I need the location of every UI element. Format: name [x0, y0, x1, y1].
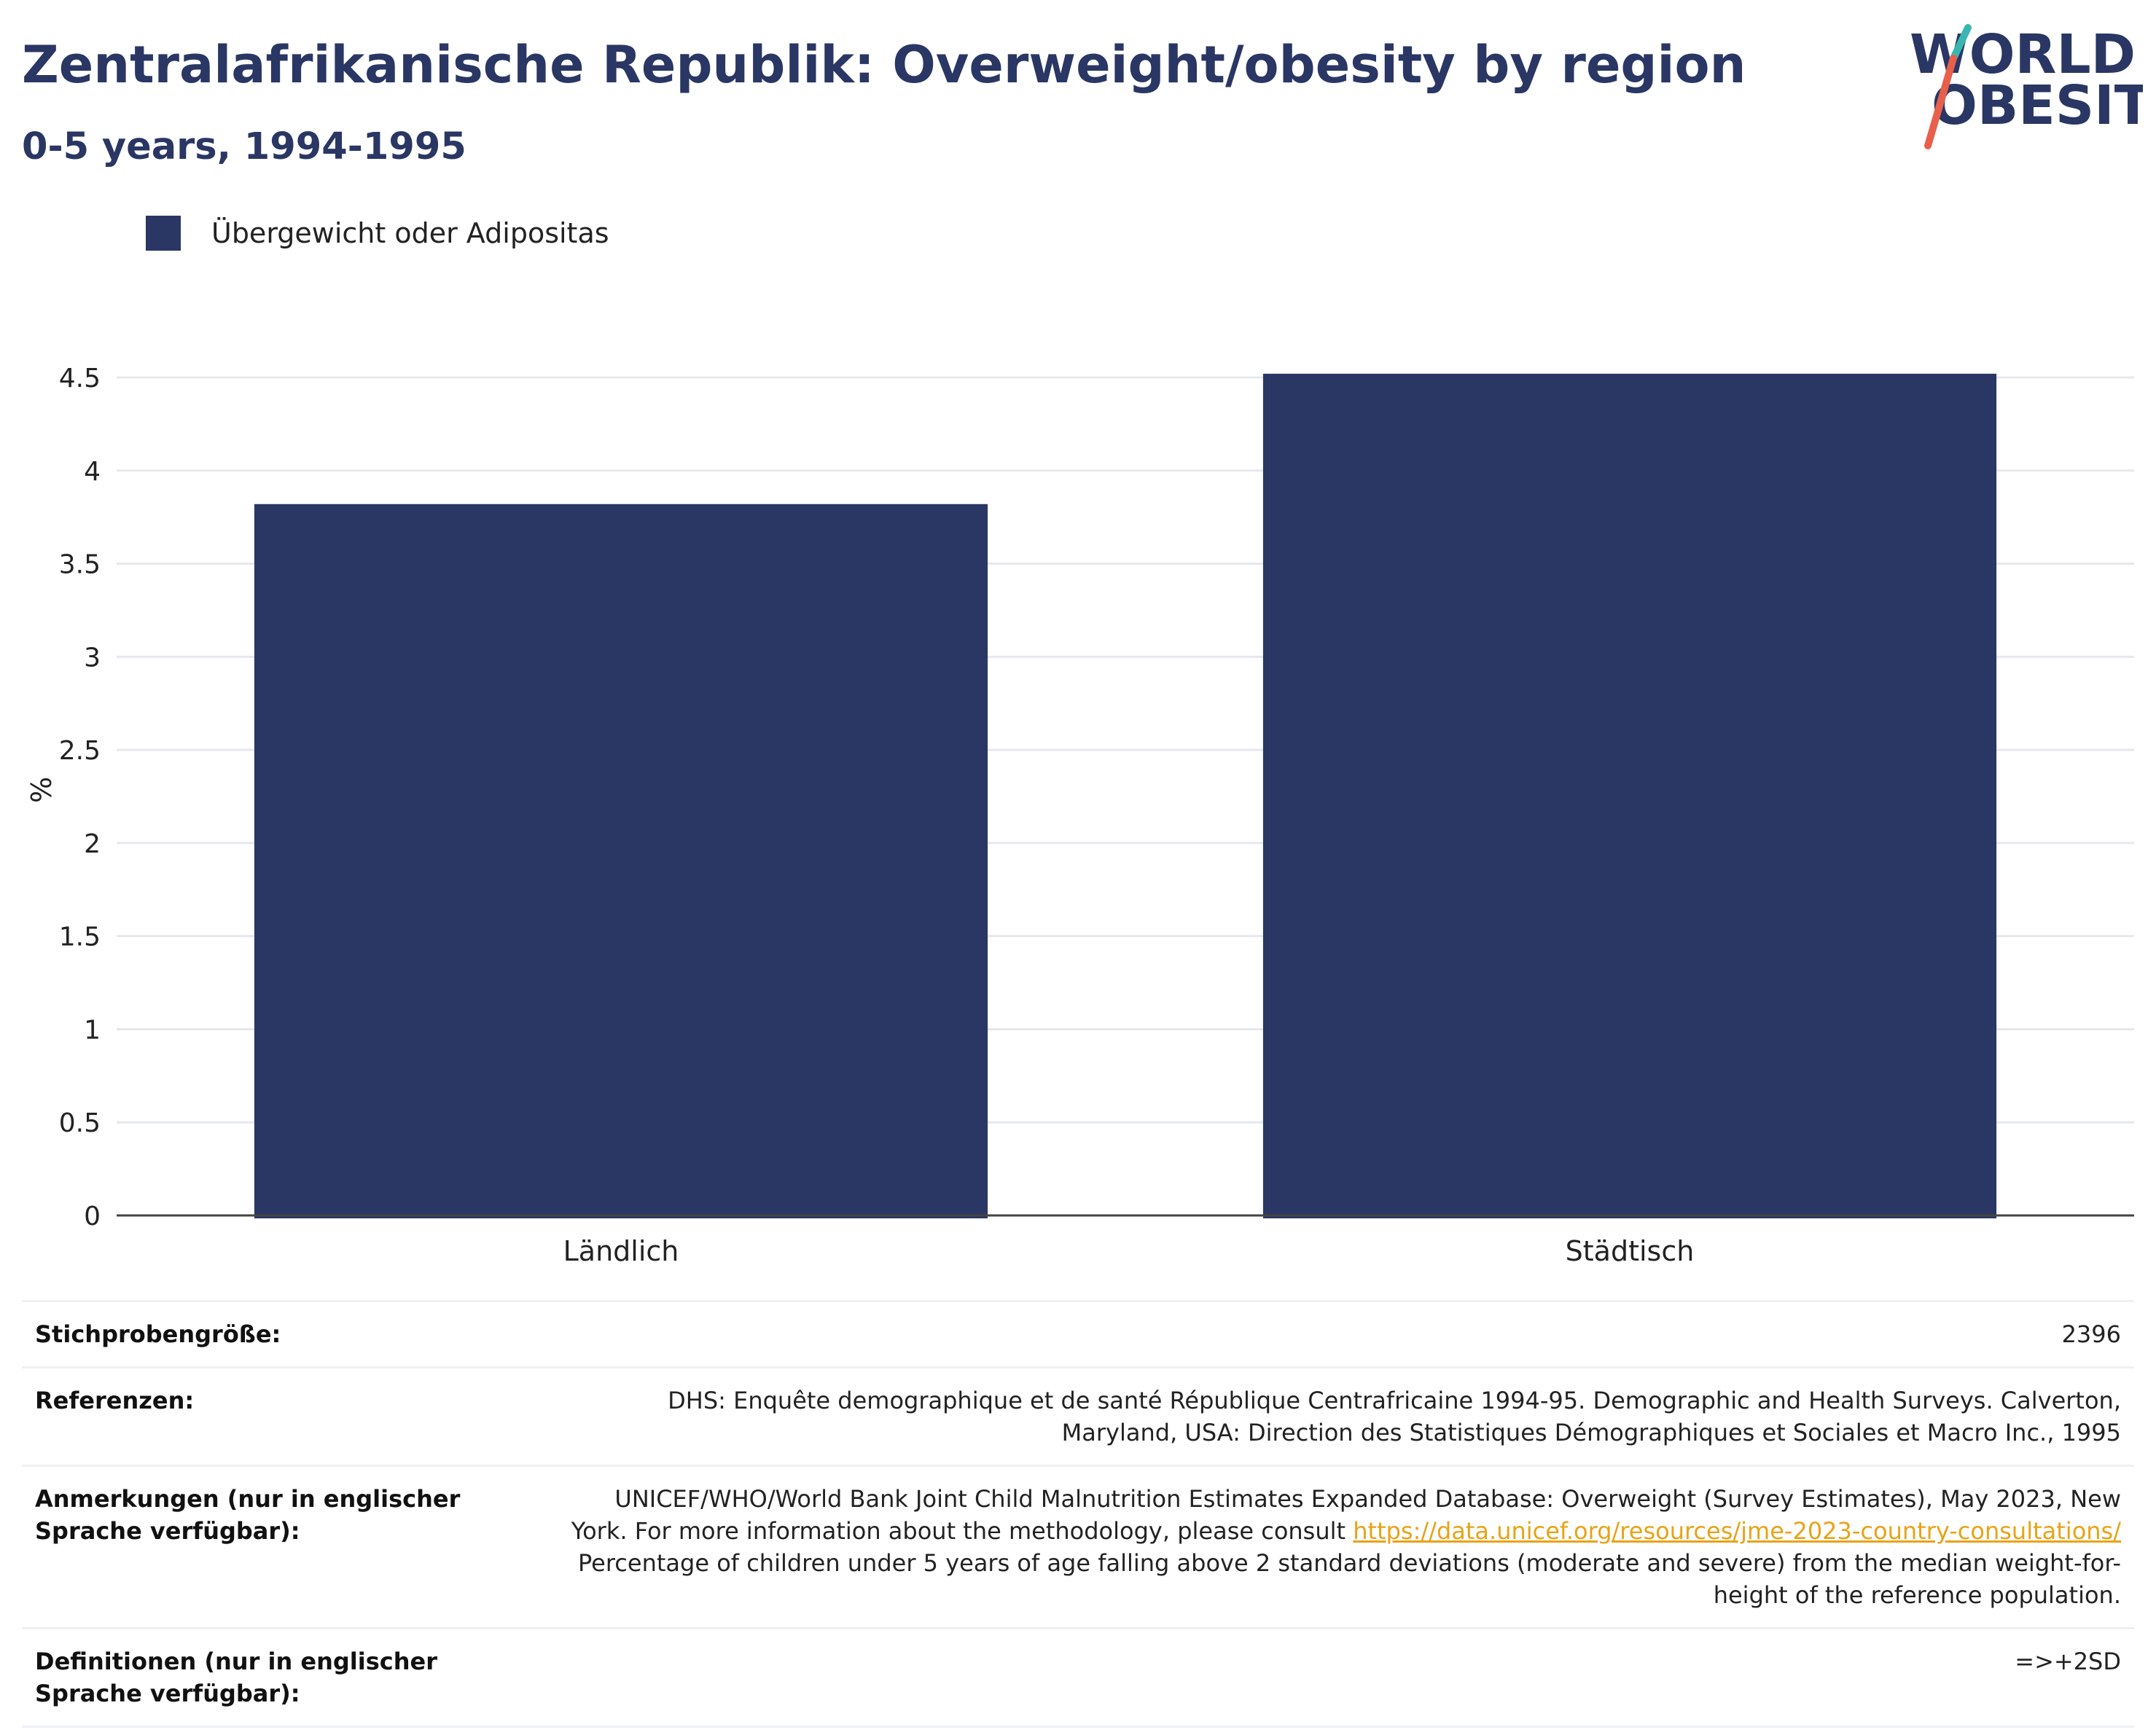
y-tick-label: 2 [84, 829, 101, 859]
y-tick-label: 1 [84, 1015, 101, 1045]
meta-row-notes: Anmerkungen (nur in englischer Sprache v… [22, 1465, 2134, 1627]
legend[interactable]: Übergewicht oder Adipositas [146, 216, 609, 251]
chart-subtitle: 0-5 years, 1994-1995 [22, 125, 466, 168]
logo-slash-top [1950, 24, 1972, 62]
sample-size-label: Stichprobengröße: [35, 1320, 281, 1348]
bar [254, 504, 988, 1218]
notes-value: UNICEF/WHO/World Bank Joint Child Malnut… [554, 1483, 2121, 1611]
definitions-value: =>+2SD [2015, 1648, 2121, 1675]
world-obesity-logo: WORLD OBESITY [1910, 23, 2143, 149]
notes-text-before: UNICEF/WHO/World Bank Joint Child Malnut… [571, 1485, 2121, 1545]
logo-slash-bottom [1924, 55, 1957, 149]
legend-label: Übergewicht oder Adipositas [211, 217, 609, 249]
definitions-label: Definitionen (nur in englischer Sprache … [35, 1648, 437, 1707]
meta-row-references: Referenzen: DHS: Enquête demographique e… [22, 1366, 2134, 1465]
legend-swatch [146, 216, 181, 251]
y-tick-label: 0 [84, 1202, 101, 1231]
y-tick-label: 4.5 [59, 364, 101, 393]
x-tick-label: Ländlich [563, 1235, 679, 1267]
y-tick-label: 0.5 [59, 1108, 101, 1138]
references-value: DHS: Enquête demographique et de santé R… [668, 1387, 2121, 1446]
meta-row-sample-size: Stichprobengröße: 2396 [22, 1300, 2134, 1366]
y-axis-label: % [26, 777, 58, 803]
notes-link[interactable]: https://data.unicef.org/resources/jme-20… [1353, 1517, 2121, 1545]
meta-row-definitions: Definitionen (nur in englischer Sprache … [22, 1627, 2134, 1728]
metadata-table: Stichprobengröße: 2396 Referenzen: DHS: … [22, 1300, 2134, 1728]
chart-title: Zentralafrikanische Republik: Overweight… [22, 35, 1746, 95]
y-tick-label: 2.5 [59, 736, 101, 766]
notes-text-after: Percentage of children under 5 years of … [578, 1549, 2121, 1609]
logo-text-obesity: OBESITY [1932, 74, 2143, 137]
x-tick-label: Städtisch [1566, 1235, 1695, 1267]
y-tick-label: 3 [84, 643, 101, 673]
y-tick-label: 1.5 [59, 923, 101, 952]
bar-chart: 0 0.5 1 1.5 2 2.5 3 3.5 4 4.5 Ländlich Städtisch% [26, 364, 2134, 1267]
notes-label: Anmerkungen (nur in englischer Sprache v… [35, 1485, 461, 1545]
sample-size-value: 2396 [2061, 1320, 2121, 1348]
references-label: Referenzen: [35, 1387, 195, 1414]
y-tick-label: 4 [84, 457, 101, 487]
bar [1262, 373, 1997, 1218]
y-tick-label: 3.5 [59, 550, 101, 580]
